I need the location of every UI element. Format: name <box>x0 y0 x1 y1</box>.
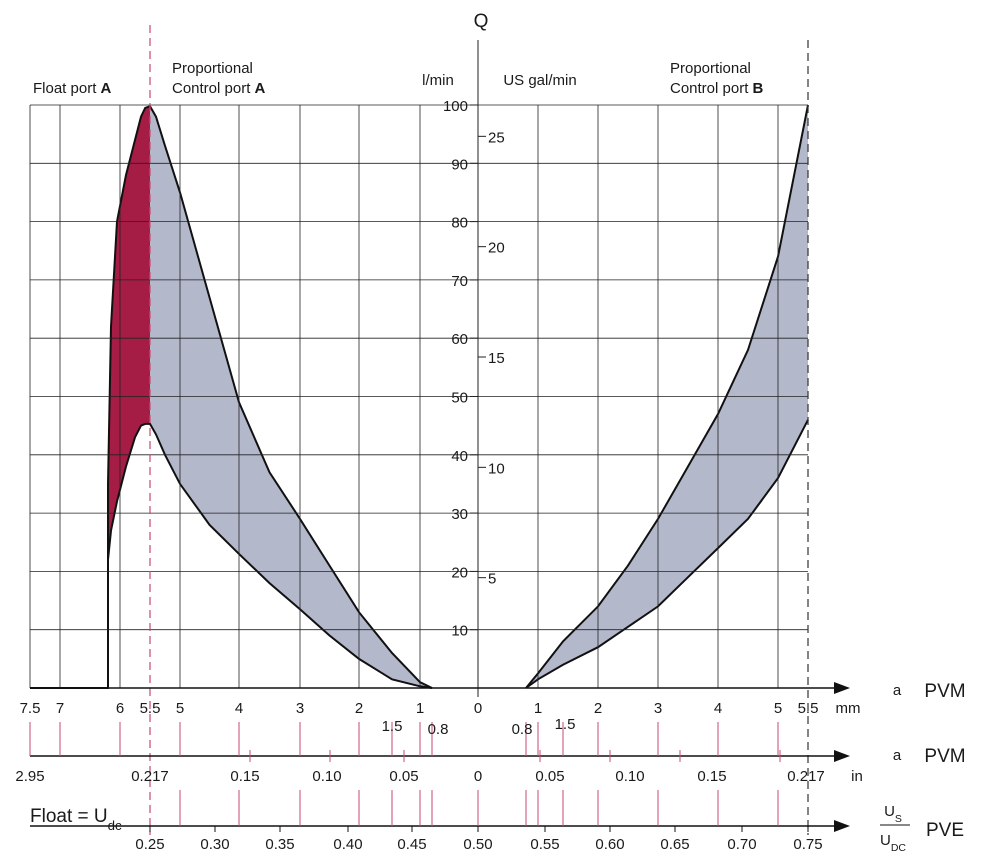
x-axis-mm-arrow <box>834 682 850 694</box>
mm-tick-label: 5.5 <box>798 700 819 717</box>
mm-tick-label: 1 <box>534 700 542 717</box>
ratio-tick-label: 0.60 <box>595 836 624 853</box>
labels: 7.5 7 6 5.5 5 4 3 21.510.800.811.52 3 4 5 5.5 mma PVM… <box>15 11 965 854</box>
in-axis-name: PVM <box>924 746 965 767</box>
mm-tick-label: 4 <box>714 700 722 717</box>
proportional-b-label-1: Proportional <box>670 60 751 77</box>
ratio-tick-label: 0.70 <box>727 836 756 853</box>
mm-tick-label: 5 <box>774 700 782 717</box>
mm-tick-label: 0.8 <box>428 721 449 738</box>
axes <box>29 682 850 832</box>
in-tick-label: 0.15 <box>697 768 726 785</box>
q-tick-label: 50 <box>451 390 468 407</box>
in-tick-label: 0.15 <box>230 768 259 785</box>
proportional-b-label-2: Control port B <box>670 80 764 97</box>
gal-tick-label: 10 <box>488 460 505 477</box>
fraction-numerator: US <box>884 803 902 825</box>
mm-tick-label: 2 <box>594 700 602 717</box>
in-tick-label: 0.10 <box>312 768 341 785</box>
ratio-tick-label: 0.75 <box>793 836 822 853</box>
grid <box>29 25 809 835</box>
proportional-a-label-2: Control port A <box>172 80 266 97</box>
q-tick-label: 80 <box>451 215 468 232</box>
in-tick-label: 0.10 <box>615 768 644 785</box>
mm-tick-label: 0 <box>474 700 482 717</box>
ratio-tick-label: 0.40 <box>333 836 362 853</box>
q-primary-unit: l/min <box>422 72 454 89</box>
in-unit-label: in <box>851 768 863 785</box>
mm-tick-label: 1.5 <box>382 718 403 735</box>
x-axis-in-arrow <box>834 750 850 762</box>
gal-tick-label: 15 <box>488 350 505 367</box>
fraction-denominator: UDC <box>880 832 906 854</box>
float-udc-label: Float = Udc <box>30 806 122 833</box>
x-axis-ratio-arrow <box>834 820 850 832</box>
ratio-axis-name: PVE <box>926 820 964 841</box>
q-tick-label: 70 <box>451 273 468 290</box>
in-tick-label: 0.217 <box>787 768 825 785</box>
mm-tick-label: 5.5 <box>140 700 161 717</box>
mm-tick-label: 3 <box>296 700 304 717</box>
mm-unit-label: mm <box>836 700 861 717</box>
in-tick-label: 2.95 <box>15 768 44 785</box>
mm-axis-name: PVM <box>924 681 965 702</box>
in-tick-label: 0 <box>474 768 482 785</box>
in-tick-label: 0.05 <box>535 768 564 785</box>
proportional-a-label-1: Proportional <box>172 60 253 77</box>
mm-tick-label: 1.5 <box>555 716 576 733</box>
mm-tick-label: 2 <box>355 700 363 717</box>
ratio-tick-label: 0.30 <box>200 836 229 853</box>
mm-tick-label: 6 <box>116 700 124 717</box>
mm-tick-label: 7.5 <box>20 700 41 717</box>
proportional-port-a-area <box>150 106 432 688</box>
float-port-a-label: Float port A <box>33 80 112 97</box>
q-tick-label: 30 <box>451 506 468 523</box>
ratio-tick-label: 0.35 <box>265 836 294 853</box>
gal-tick-label: 20 <box>488 240 505 257</box>
ratio-tick-label: 0.50 <box>463 836 492 853</box>
q-axis-name: Q <box>474 11 489 32</box>
gal-tick-label: 5 <box>488 571 496 588</box>
mm-axis-symbol: a <box>893 682 902 699</box>
ratio-tick-label: 0.25 <box>135 836 164 853</box>
mm-tick-label: 1 <box>416 700 424 717</box>
mm-tick-label: 4 <box>235 700 243 717</box>
q-secondary-unit: US gal/min <box>503 72 576 89</box>
mm-tick-label: 3 <box>654 700 662 717</box>
mm-tick-label: 5 <box>176 700 184 717</box>
in-axis-symbol: a <box>893 747 902 764</box>
q-tick-label: 100 <box>443 98 468 115</box>
in-tick-label: 0.05 <box>389 768 418 785</box>
q-tick-label: 10 <box>451 623 468 640</box>
ratio-tick-label: 0.45 <box>397 836 426 853</box>
ratio-tick-label: 0.65 <box>660 836 689 853</box>
in-tick-label: 0.217 <box>131 768 169 785</box>
q-tick-label: 20 <box>451 564 468 581</box>
gal-tick-label: 25 <box>488 129 505 146</box>
q-tick-label: 40 <box>451 448 468 465</box>
q-tick-label: 60 <box>451 331 468 348</box>
q-tick-label: 90 <box>451 156 468 173</box>
ratio-tick-label: 0.55 <box>530 836 559 853</box>
mm-tick-label: 7 <box>56 700 64 717</box>
mm-tick-label: 0.8 <box>512 721 533 738</box>
